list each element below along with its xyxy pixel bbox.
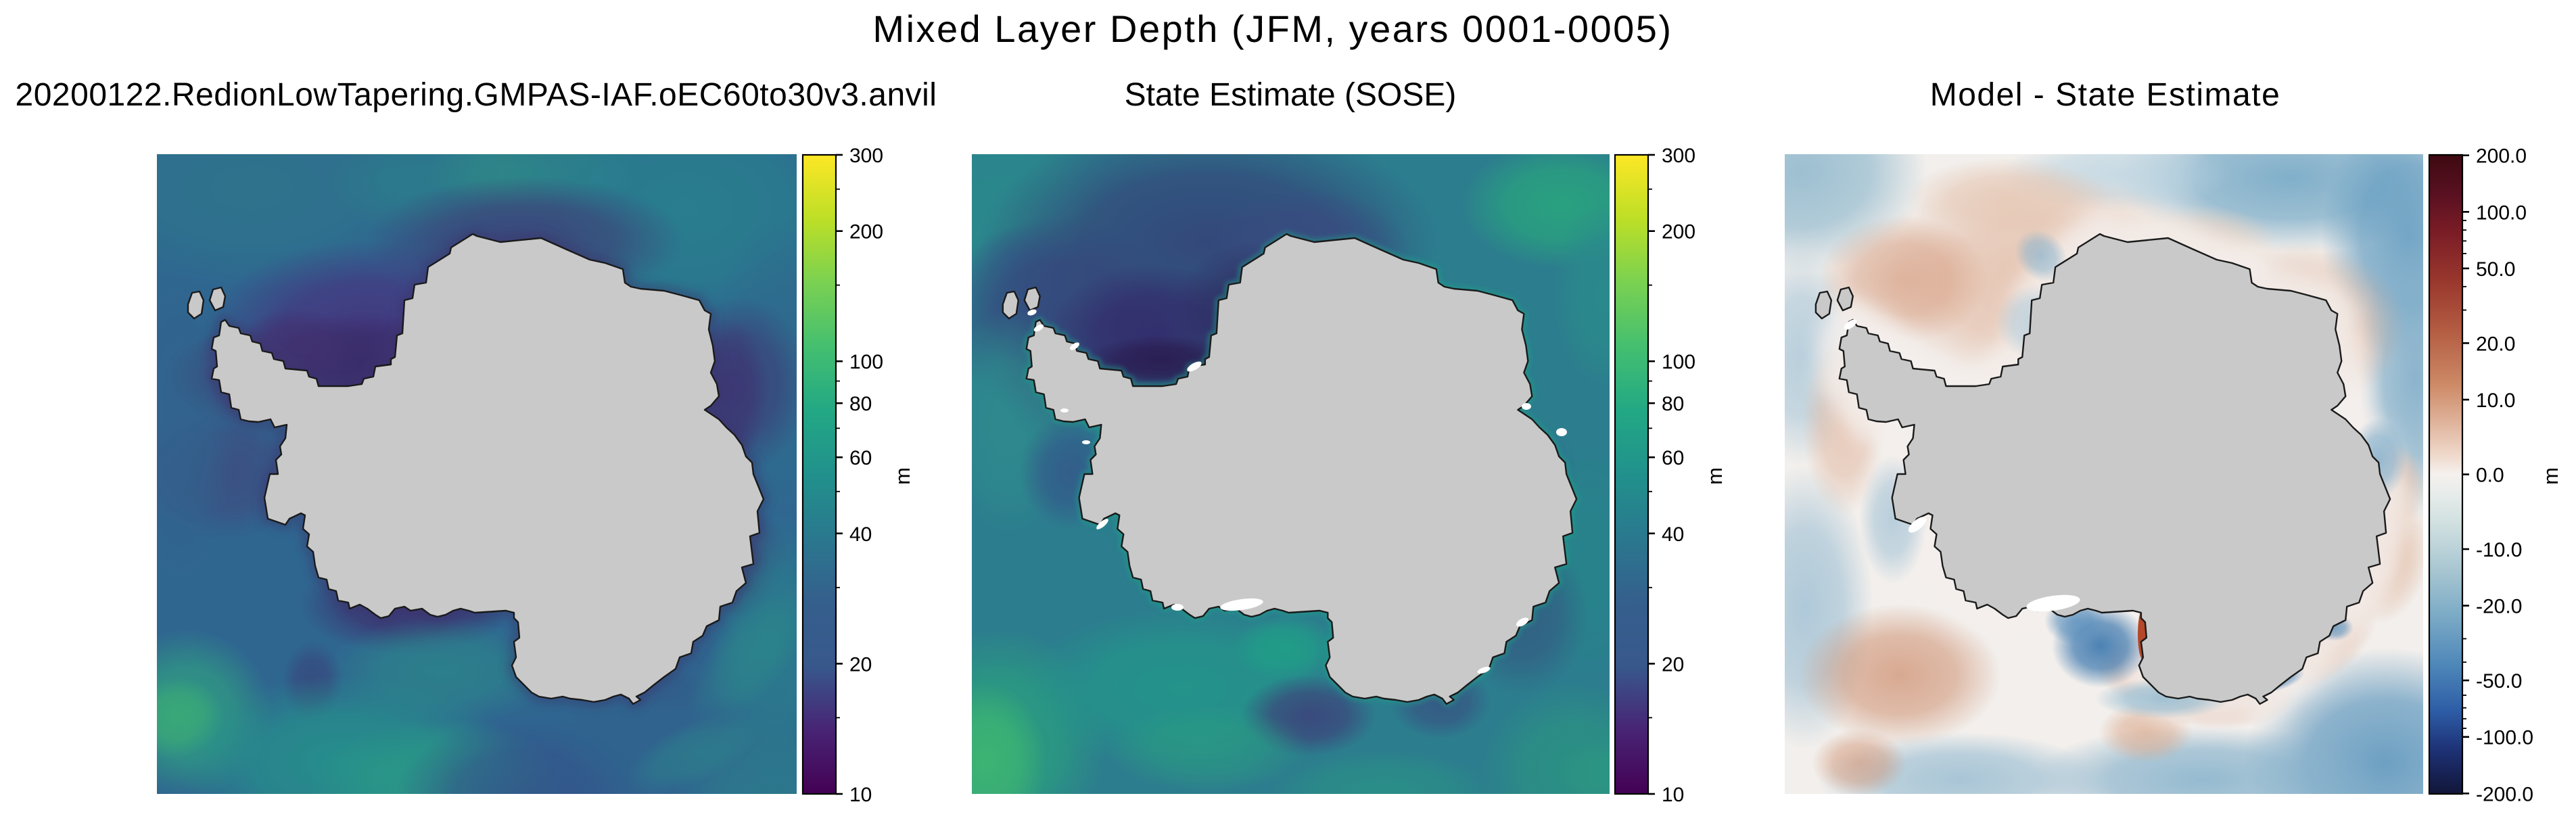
svg-text:300: 300 — [849, 145, 883, 167]
svg-text:40: 40 — [1662, 523, 1684, 546]
svg-text:300: 300 — [1662, 145, 1695, 167]
svg-text:200: 200 — [849, 221, 883, 243]
svg-text:-50.0: -50.0 — [2476, 670, 2522, 692]
svg-text:80: 80 — [849, 393, 872, 415]
svg-text:-100.0: -100.0 — [2476, 727, 2533, 749]
svg-text:0.0: 0.0 — [2476, 465, 2504, 487]
svg-text:20200122.RedionLowTapering.GMP: 20200122.RedionLowTapering.GMPAS-IAF.oEC… — [16, 77, 937, 113]
svg-text:Mixed Layer Depth (JFM, years: Mixed Layer Depth (JFM, years 0001-0005) — [872, 7, 1672, 50]
svg-text:80: 80 — [1662, 393, 1684, 415]
svg-text:20: 20 — [1662, 653, 1684, 676]
svg-text:20: 20 — [849, 653, 872, 676]
svg-text:-20.0: -20.0 — [2476, 596, 2522, 618]
svg-text:m: m — [1703, 467, 1727, 485]
svg-text:-200.0: -200.0 — [2476, 783, 2533, 805]
svg-text:100: 100 — [1662, 351, 1695, 373]
svg-text:m: m — [891, 467, 914, 485]
svg-text:40: 40 — [849, 523, 872, 546]
svg-text:State Estimate (SOSE): State Estimate (SOSE) — [1125, 77, 1457, 113]
svg-text:100.0: 100.0 — [2476, 202, 2527, 224]
svg-text:200.0: 200.0 — [2476, 145, 2527, 168]
svg-text:m: m — [2539, 467, 2562, 485]
svg-text:10.0: 10.0 — [2476, 390, 2515, 412]
svg-text:-10.0: -10.0 — [2476, 539, 2522, 561]
svg-text:60: 60 — [849, 447, 872, 469]
svg-text:10: 10 — [1662, 784, 1684, 806]
svg-text:60: 60 — [1662, 447, 1684, 469]
svg-text:200: 200 — [1662, 221, 1695, 243]
svg-text:10: 10 — [849, 784, 872, 806]
svg-text:Model - State Estimate: Model - State Estimate — [1930, 77, 2281, 113]
svg-text:50.0: 50.0 — [2476, 258, 2515, 281]
svg-text:20.0: 20.0 — [2476, 333, 2515, 355]
svg-text:100: 100 — [849, 351, 883, 373]
